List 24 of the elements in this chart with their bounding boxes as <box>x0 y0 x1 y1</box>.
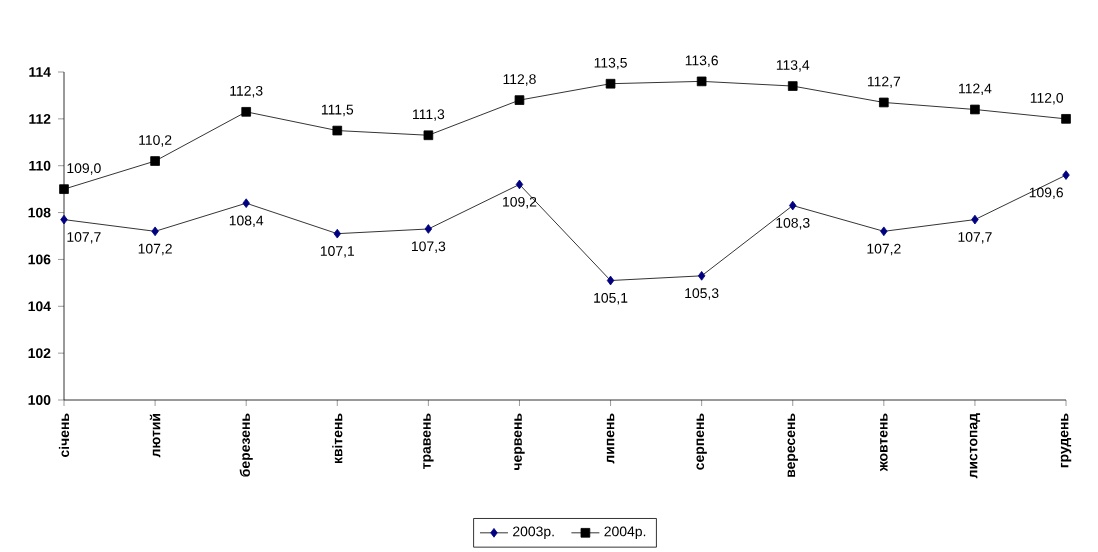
point <box>423 130 434 141</box>
point <box>605 78 616 89</box>
point <box>789 200 797 211</box>
point <box>697 271 706 281</box>
point <box>787 81 798 91</box>
point <box>241 107 251 117</box>
point <box>515 179 524 190</box>
point <box>60 214 68 225</box>
point <box>59 184 69 194</box>
point <box>242 198 250 208</box>
point <box>1061 114 1071 124</box>
point <box>970 104 980 115</box>
point <box>514 95 525 105</box>
point <box>332 125 343 136</box>
point <box>1062 170 1070 180</box>
point <box>151 226 159 237</box>
point <box>333 228 341 239</box>
point <box>880 226 888 237</box>
point <box>606 275 615 286</box>
point <box>150 156 160 166</box>
point <box>971 214 979 225</box>
point <box>879 97 889 108</box>
point <box>696 76 707 87</box>
point <box>424 224 433 234</box>
